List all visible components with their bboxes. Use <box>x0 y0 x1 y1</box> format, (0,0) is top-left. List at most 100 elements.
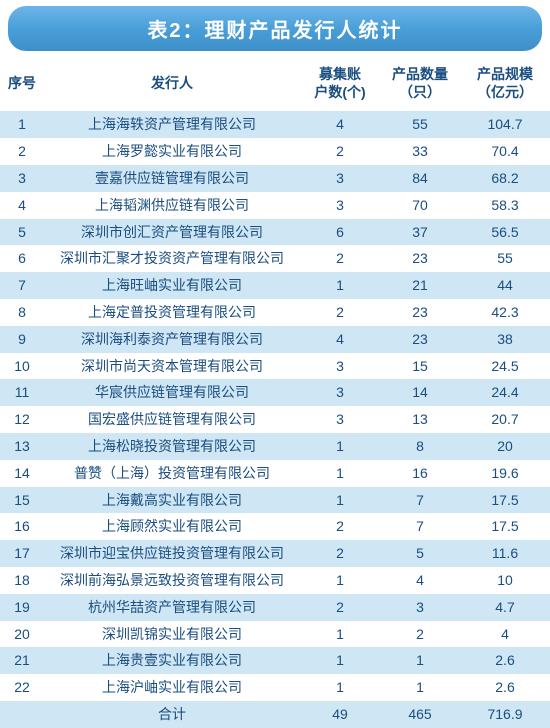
cell-scale: 24.5 <box>460 353 550 380</box>
cell-issuer: 上海松晓投资管理有限公司 <box>44 433 300 460</box>
cell-scale: 19.6 <box>460 460 550 487</box>
cell-accounts: 6 <box>300 219 380 246</box>
cell-count: 3 <box>380 594 460 621</box>
cell-scale: 70.4 <box>460 138 550 165</box>
table-row: 7上海旺岫实业有限公司12144 <box>0 272 550 299</box>
cell-issuer: 深圳市创汇资产管理有限公司 <box>44 219 300 246</box>
cell-count: 55 <box>380 111 460 138</box>
cell-seq: 2 <box>0 138 44 165</box>
table-title: 表2：理财产品发行人统计 <box>147 20 402 42</box>
cell-scale: 56.5 <box>460 219 550 246</box>
cell-seq: 20 <box>0 621 44 648</box>
cell-count: 33 <box>380 138 460 165</box>
cell-count: 15 <box>380 353 460 380</box>
cell-issuer: 深圳市汇聚才投资资产管理有限公司 <box>44 245 300 272</box>
cell-accounts: 1 <box>300 621 380 648</box>
cell-seq: 15 <box>0 487 44 514</box>
cell-accounts: 1 <box>300 460 380 487</box>
cell-seq: 18 <box>0 567 44 594</box>
table-header: 序号 发行人 募集账户数(个) 产品数量（只） 产品规模（亿元） <box>0 59 550 111</box>
col-header-seq: 序号 <box>0 59 44 111</box>
cell-issuer: 壹嘉供应链管理有限公司 <box>44 165 300 192</box>
table-row: 10深圳市尚天资本管理有限公司31524.5 <box>0 353 550 380</box>
cell-accounts: 4 <box>300 326 380 353</box>
cell-scale: 2.6 <box>460 647 550 674</box>
cell-scale: 104.7 <box>460 111 550 138</box>
col-header-accounts: 募集账户数(个) <box>300 59 380 111</box>
cell-count: 2 <box>380 621 460 648</box>
cell-accounts: 1 <box>300 567 380 594</box>
cell-issuer: 上海定普投资管理有限公司 <box>44 299 300 326</box>
cell-scale: 42.3 <box>460 299 550 326</box>
cell-count: 70 <box>380 192 460 219</box>
table-row: 8上海定普投资管理有限公司22342.3 <box>0 299 550 326</box>
table-row: 2上海罗懿实业有限公司23370.4 <box>0 138 550 165</box>
cell-count: 14 <box>380 379 460 406</box>
col-header-issuer: 发行人 <box>44 59 300 111</box>
table-row: 4上海韬渊供应链有限公司37058.3 <box>0 192 550 219</box>
cell-total-label: 合计 <box>44 701 300 728</box>
cell-seq: 4 <box>0 192 44 219</box>
cell-issuer: 上海旺岫实业有限公司 <box>44 272 300 299</box>
cell-issuer: 上海沪岫实业有限公司 <box>44 674 300 701</box>
cell-scale: 11.6 <box>460 540 550 567</box>
cell-issuer: 杭州华喆资产管理有限公司 <box>44 594 300 621</box>
table-row: 21上海贵壹实业有限公司112.6 <box>0 647 550 674</box>
cell-scale: 55 <box>460 245 550 272</box>
table-row: 9深圳海利泰资产管理有限公司42338 <box>0 326 550 353</box>
cell-issuer: 深圳海利泰资产管理有限公司 <box>44 326 300 353</box>
cell-seq: 19 <box>0 594 44 621</box>
cell-count: 37 <box>380 219 460 246</box>
cell-issuer: 深圳前海弘景远致投资管理有限公司 <box>44 567 300 594</box>
cell-seq: 17 <box>0 540 44 567</box>
table-row: 12国宏盛供应链管理有限公司31320.7 <box>0 406 550 433</box>
table-row: 11华宸供应链管理有限公司31424.4 <box>0 379 550 406</box>
cell-scale: 44 <box>460 272 550 299</box>
table-row: 1上海海轶资产管理有限公司455104.7 <box>0 111 550 138</box>
cell-seq <box>0 701 44 728</box>
cell-issuer: 深圳市尚天资本管理有限公司 <box>44 353 300 380</box>
cell-total-accounts: 49 <box>300 701 380 728</box>
cell-accounts: 2 <box>300 138 380 165</box>
cell-count: 5 <box>380 540 460 567</box>
cell-count: 23 <box>380 245 460 272</box>
cell-accounts: 2 <box>300 594 380 621</box>
cell-accounts: 1 <box>300 272 380 299</box>
cell-seq: 16 <box>0 513 44 540</box>
cell-scale: 17.5 <box>460 487 550 514</box>
cell-issuer: 上海韬渊供应链有限公司 <box>44 192 300 219</box>
cell-scale: 17.5 <box>460 513 550 540</box>
table-row: 13上海松晓投资管理有限公司1820 <box>0 433 550 460</box>
cell-scale: 4 <box>460 621 550 648</box>
cell-issuer: 华宸供应链管理有限公司 <box>44 379 300 406</box>
cell-accounts: 1 <box>300 647 380 674</box>
cell-seq: 13 <box>0 433 44 460</box>
cell-scale: 10 <box>460 567 550 594</box>
cell-count: 21 <box>380 272 460 299</box>
cell-seq: 22 <box>0 674 44 701</box>
cell-seq: 11 <box>0 379 44 406</box>
cell-seq: 7 <box>0 272 44 299</box>
cell-seq: 6 <box>0 245 44 272</box>
cell-issuer: 上海罗懿实业有限公司 <box>44 138 300 165</box>
cell-seq: 5 <box>0 219 44 246</box>
cell-accounts: 3 <box>300 353 380 380</box>
cell-count: 23 <box>380 326 460 353</box>
cell-seq: 9 <box>0 326 44 353</box>
cell-scale: 68.2 <box>460 165 550 192</box>
cell-seq: 8 <box>0 299 44 326</box>
table-title-bar: 表2：理财产品发行人统计 <box>8 6 542 51</box>
cell-count: 84 <box>380 165 460 192</box>
cell-seq: 14 <box>0 460 44 487</box>
cell-accounts: 1 <box>300 487 380 514</box>
cell-accounts: 3 <box>300 165 380 192</box>
cell-count: 1 <box>380 674 460 701</box>
issuers-table: 序号 发行人 募集账户数(个) 产品数量（只） 产品规模（亿元） 1上海海轶资产… <box>0 59 550 728</box>
cell-accounts: 4 <box>300 111 380 138</box>
cell-scale: 20 <box>460 433 550 460</box>
cell-accounts: 1 <box>300 433 380 460</box>
cell-scale: 58.3 <box>460 192 550 219</box>
table-row: 20深圳凯锦实业有限公司124 <box>0 621 550 648</box>
table-row: 22上海沪岫实业有限公司112.6 <box>0 674 550 701</box>
cell-count: 8 <box>380 433 460 460</box>
